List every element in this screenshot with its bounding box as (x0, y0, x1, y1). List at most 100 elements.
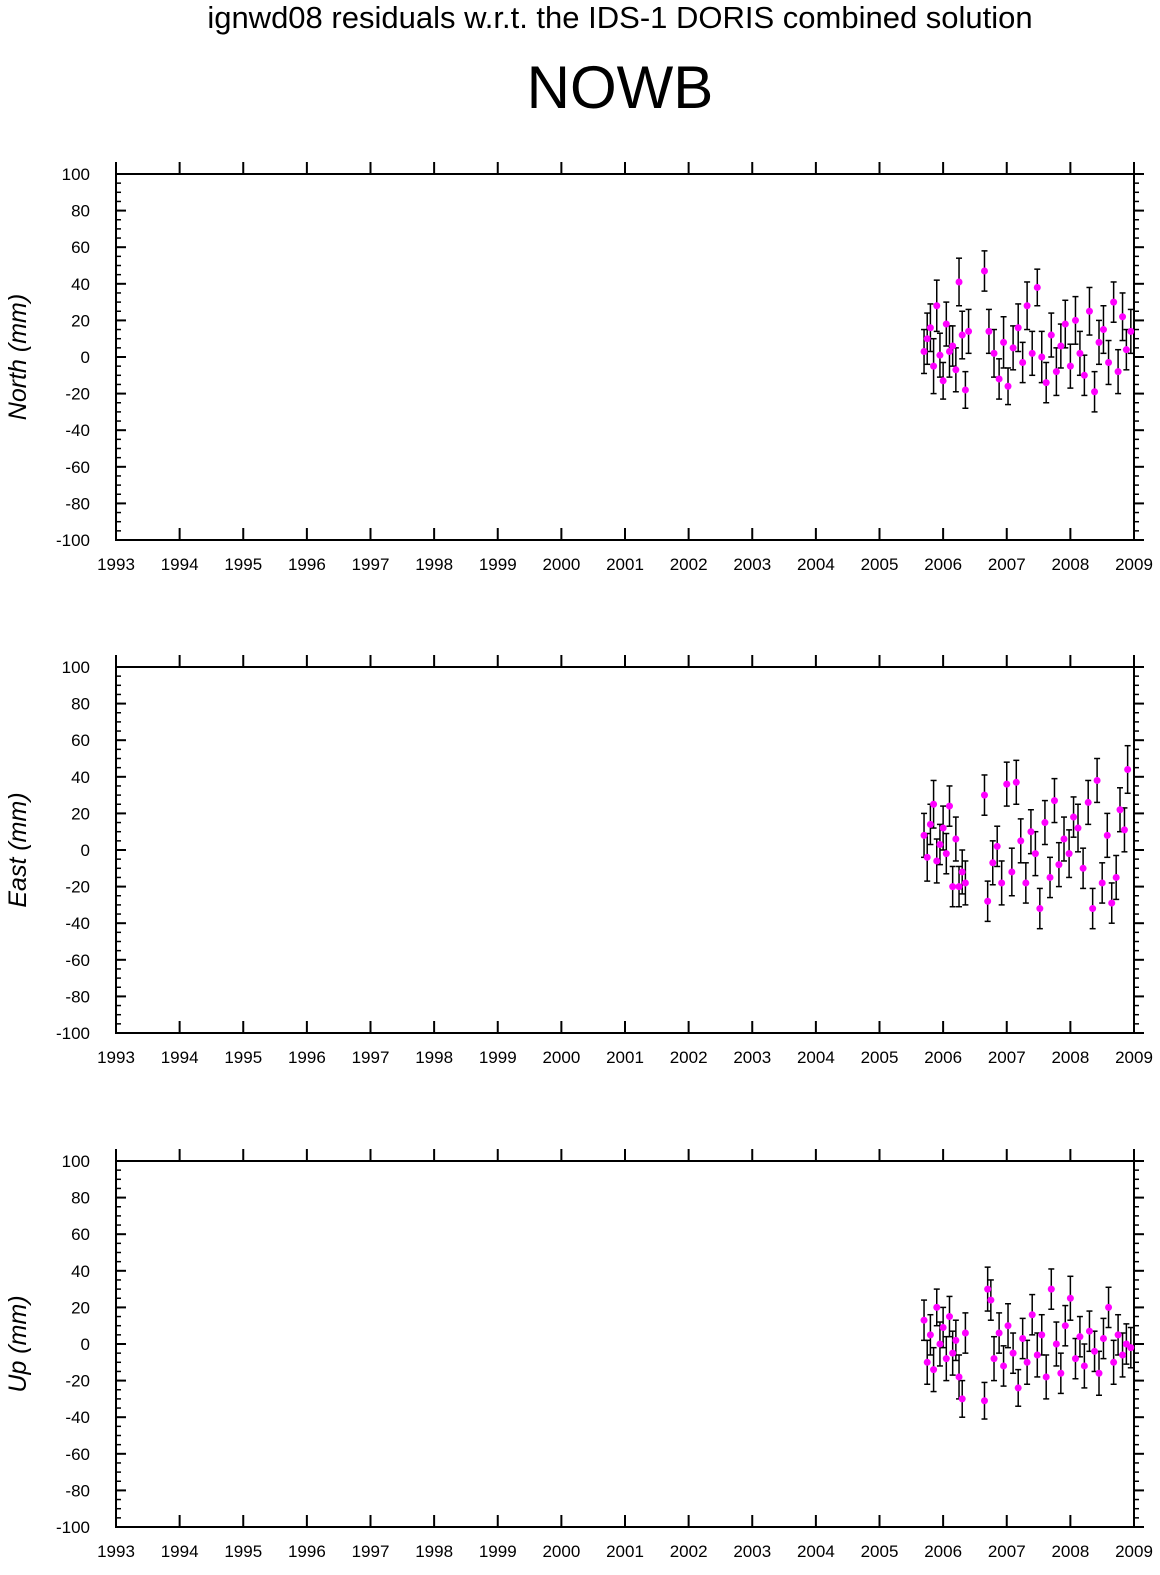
y-tick-label: -80 (65, 1481, 90, 1500)
data-point (1014, 324, 1022, 332)
data-point (1041, 819, 1049, 827)
y-tick-label: 100 (62, 1152, 90, 1171)
data-point (1093, 776, 1101, 784)
data-point (1023, 1358, 1031, 1366)
data-point (952, 366, 960, 374)
data-point (939, 824, 947, 832)
data-point (1017, 837, 1025, 845)
x-tick-label: 2009 (1115, 555, 1153, 574)
data-point (1042, 379, 1050, 387)
x-tick-label: 2003 (733, 1048, 771, 1067)
y-tick-label: 40 (71, 1262, 90, 1281)
y-axis-label: North (mm) (4, 294, 32, 420)
data-point (1065, 850, 1073, 858)
x-tick-label: 1999 (479, 1542, 517, 1561)
x-tick-label: 2003 (733, 555, 771, 574)
x-tick-label: 2006 (924, 1542, 962, 1561)
data-point (1031, 850, 1039, 858)
data-point (987, 1296, 995, 1304)
data-point (985, 327, 993, 335)
data-point (955, 278, 963, 286)
data-point (1057, 1369, 1065, 1377)
data-point (1098, 879, 1106, 887)
y-axis-label: East (mm) (4, 792, 32, 907)
data-point (949, 1349, 957, 1357)
y-tick-label: -100 (56, 1518, 90, 1537)
data-point (1103, 831, 1111, 839)
data-point (1028, 1311, 1036, 1319)
x-tick-label: 2007 (988, 1542, 1026, 1561)
y-tick-label: 20 (71, 804, 90, 823)
data-point (933, 1303, 941, 1311)
data-point (933, 302, 941, 310)
data-point (1084, 798, 1092, 806)
y-tick-label: 0 (81, 841, 90, 860)
x-tick-label: 1994 (161, 1048, 199, 1067)
data-point (961, 879, 969, 887)
data-point (1023, 302, 1031, 310)
y-tick-label: 60 (71, 238, 90, 257)
y-axis-label: Up (mm) (4, 1295, 32, 1392)
data-point (926, 324, 934, 332)
x-tick-label: 1997 (352, 555, 390, 574)
data-point (1095, 338, 1103, 346)
x-tick-label: 2008 (1051, 1542, 1089, 1561)
data-point (939, 1324, 947, 1332)
y-tick-label: -20 (65, 385, 90, 404)
data-point (965, 327, 973, 335)
x-tick-label: 2006 (924, 1048, 962, 1067)
data-point (1119, 1351, 1127, 1359)
y-tick-label: 80 (71, 202, 90, 221)
data-point (1052, 368, 1060, 376)
data-point (1012, 778, 1020, 786)
x-tick-label: 2004 (797, 1542, 835, 1561)
y-tick-label: -80 (65, 494, 90, 513)
data-point (1066, 362, 1074, 370)
y-tick-label: -60 (65, 951, 90, 970)
x-tick-label: 2001 (606, 1048, 644, 1067)
data-point (1080, 1362, 1088, 1370)
data-point (1008, 868, 1016, 876)
data-point (933, 857, 941, 865)
data-point (989, 859, 997, 867)
x-tick-label: 2004 (797, 1048, 835, 1067)
y-tick-label: -60 (65, 1445, 90, 1464)
data-point (930, 362, 938, 370)
data-point (1060, 835, 1068, 843)
y-tick-label: -40 (65, 421, 90, 440)
x-tick-label: 1995 (224, 555, 262, 574)
x-tick-label: 1996 (288, 1048, 326, 1067)
data-point (1085, 307, 1093, 315)
data-point (1047, 1285, 1055, 1293)
data-point (952, 1336, 960, 1344)
y-tick-label: 80 (71, 695, 90, 714)
y-tick-label: -40 (65, 914, 90, 933)
data-point (990, 349, 998, 357)
data-point (1009, 1349, 1017, 1357)
data-point (1022, 879, 1030, 887)
x-tick-label: 2002 (670, 555, 708, 574)
data-point (1114, 1331, 1122, 1339)
data-point (980, 1397, 988, 1405)
y-tick-label: 40 (71, 275, 90, 294)
data-point (1108, 899, 1116, 907)
plot-frame (115, 666, 1135, 1034)
data-point (1004, 1322, 1012, 1330)
station-title: NOWB (526, 54, 714, 121)
data-point (1112, 873, 1120, 881)
x-tick-label: 2001 (606, 1542, 644, 1561)
y-tick-label: 0 (81, 1335, 90, 1354)
plot-frame (115, 1160, 1135, 1528)
data-point (980, 791, 988, 799)
data-point (942, 320, 950, 328)
main-title: ignwd08 residuals w.r.t. the IDS-1 DORIS… (207, 0, 1033, 35)
y-tick-label: -40 (65, 1408, 90, 1427)
data-point (958, 331, 966, 339)
x-tick-label: 1994 (161, 1542, 199, 1561)
data-point (945, 802, 953, 810)
x-tick-label: 2007 (988, 1048, 1026, 1067)
data-point (1071, 316, 1079, 324)
x-tick-label: 1997 (352, 1542, 390, 1561)
x-tick-label: 2001 (606, 555, 644, 574)
data-point (1036, 905, 1044, 913)
